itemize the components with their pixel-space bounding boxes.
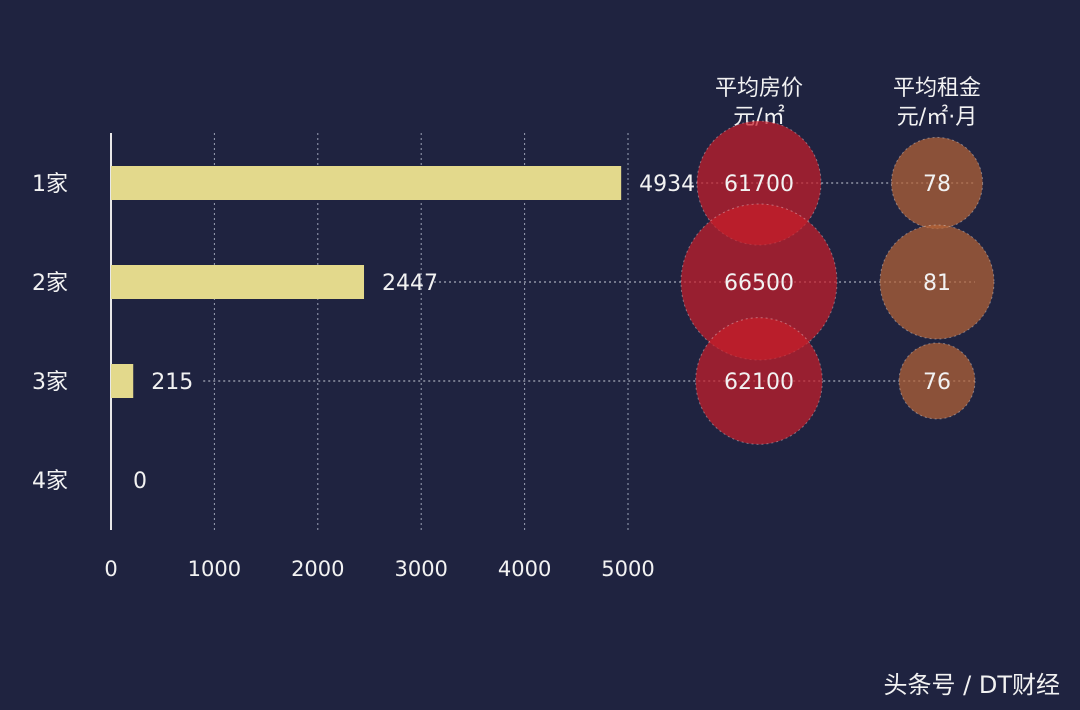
x-tick-label: 1000 — [188, 557, 241, 581]
category-label: 3家 — [32, 370, 68, 395]
bubble-column-unit: 元/㎡·月 — [897, 104, 977, 130]
bubble — [695, 317, 823, 445]
bubble-column-header: 平均租金 — [893, 76, 981, 101]
bubble-value-label: 81 — [923, 271, 951, 296]
bar-value-label: 2447 — [382, 271, 438, 296]
bubble — [898, 342, 976, 420]
bubble — [680, 203, 838, 361]
x-tick-label: 4000 — [498, 557, 551, 581]
bubble-value-label: 78 — [923, 172, 951, 197]
bubble-value-label: 76 — [923, 370, 951, 395]
bubble — [879, 224, 995, 340]
bar — [111, 364, 134, 398]
x-tick-label: 2000 — [291, 557, 344, 581]
bar — [111, 265, 365, 299]
category-label: 2家 — [32, 271, 68, 296]
x-tick-label: 5000 — [601, 557, 654, 581]
bar-value-label: 0 — [133, 469, 147, 494]
bar-value-label: 215 — [151, 370, 193, 395]
bar — [111, 166, 622, 200]
bubble-value-label: 66500 — [724, 271, 794, 296]
category-label: 1家 — [32, 172, 68, 197]
watermark: 头条号 / DT财经 — [883, 671, 1060, 699]
x-tick-label: 0 — [104, 557, 117, 581]
x-tick-label: 3000 — [394, 557, 447, 581]
bubble-column-header: 平均房价 — [715, 76, 803, 101]
category-label: 4家 — [32, 469, 68, 494]
bubble-value-label: 62100 — [724, 370, 794, 395]
bubble-value-label: 61700 — [724, 172, 794, 197]
bar-value-label: 4934 — [639, 172, 695, 197]
